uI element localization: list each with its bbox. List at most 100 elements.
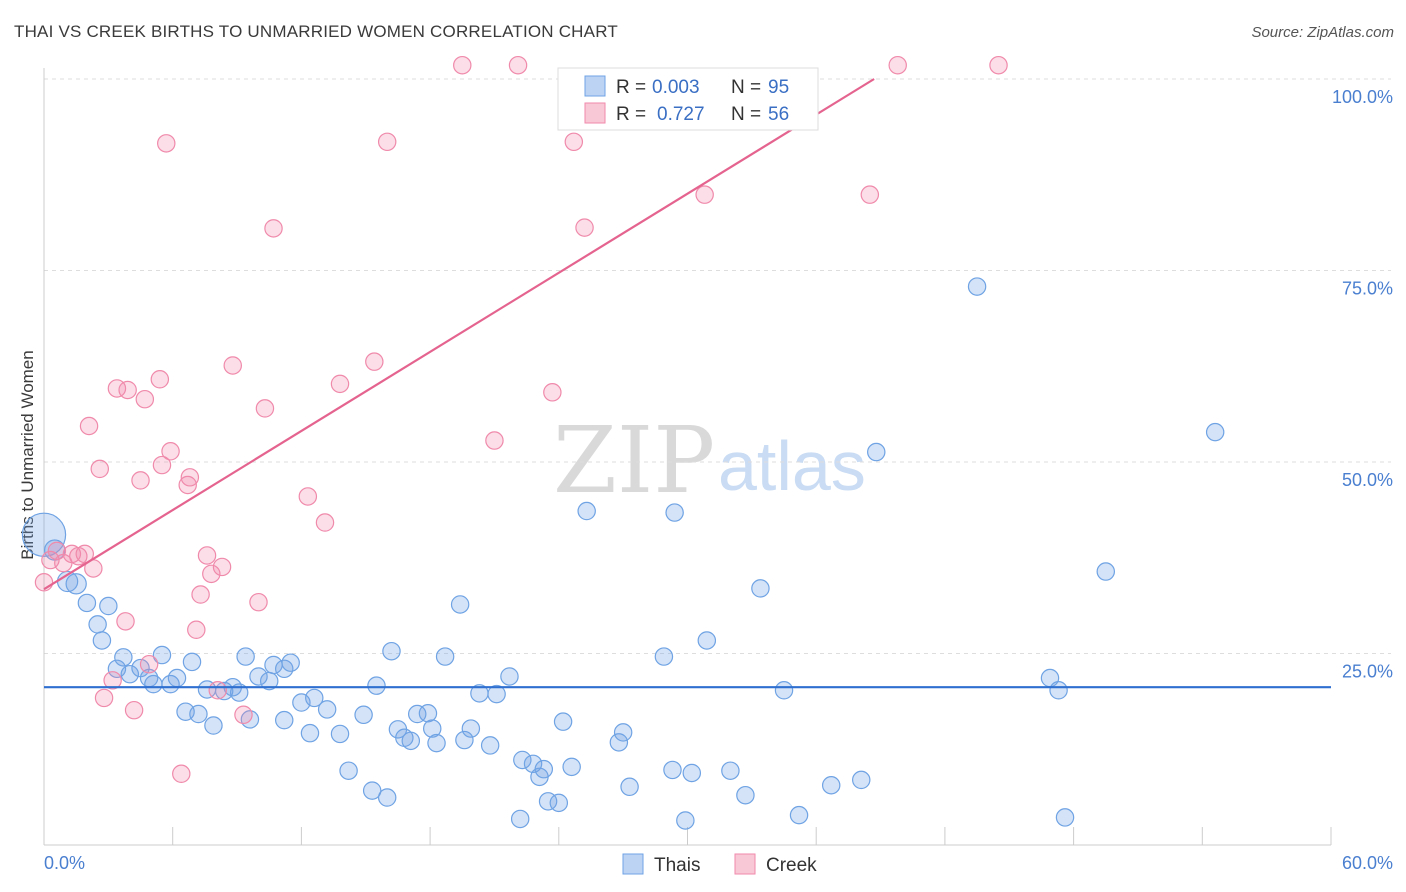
- creek-point: [208, 681, 227, 700]
- trend-lines: [43, 78, 1331, 689]
- bottom-legend-label-thais: Thais: [654, 855, 700, 876]
- thais-point: [553, 712, 573, 731]
- thais-point: [249, 667, 268, 686]
- legend-r-value-creek: 0.727: [657, 104, 705, 125]
- thais-point: [736, 785, 755, 805]
- gridlines: [44, 78, 1391, 654]
- thais-point: [455, 730, 474, 750]
- creek-point: [234, 705, 253, 725]
- creek-point: [118, 380, 137, 400]
- creek-point: [79, 416, 99, 436]
- thais-point: [663, 760, 682, 780]
- thais-point: [427, 733, 446, 753]
- thais-point: [1096, 562, 1116, 581]
- legend-r-label-creek: R =: [616, 104, 646, 125]
- legend-swatch-thais: [584, 75, 606, 97]
- creek-point: [989, 55, 1008, 75]
- creek-point: [453, 55, 472, 75]
- creek-point: [94, 688, 114, 708]
- thais-point: [967, 277, 987, 296]
- creek-point: [172, 764, 191, 784]
- thais-point: [423, 719, 442, 738]
- thais-point: [774, 681, 794, 700]
- creek-point: [315, 513, 335, 532]
- creek-point: [330, 374, 350, 394]
- thais-point: [654, 647, 674, 666]
- creek-point: [180, 468, 200, 487]
- creek-point: [860, 185, 880, 204]
- creek-point: [191, 585, 210, 604]
- thais-point: [362, 781, 382, 800]
- thais-point: [480, 736, 500, 755]
- creek-point: [264, 219, 283, 238]
- thais-point: [751, 579, 770, 598]
- thais-point: [1049, 681, 1068, 700]
- legend-n-label-thais: N =: [731, 77, 761, 98]
- thais-point: [500, 667, 519, 686]
- series-thais: [21, 277, 1225, 830]
- thais-point: [665, 503, 684, 522]
- thais-point: [167, 668, 187, 688]
- y-axis-title: Births to Unmarried Women: [18, 350, 37, 559]
- thais-point: [577, 501, 596, 521]
- thais-point: [852, 770, 871, 790]
- thais-point: [65, 573, 87, 595]
- creek-point: [223, 356, 242, 375]
- y-tick-label: 25.0%: [1342, 662, 1393, 682]
- creek-point: [150, 370, 170, 389]
- thais-point: [1205, 422, 1225, 442]
- chart-title: THAI VS CREEK BIRTHS TO UNMARRIED WOMEN …: [14, 22, 618, 41]
- thais-point: [300, 723, 320, 743]
- creek-point: [152, 455, 172, 475]
- thais-point: [330, 724, 350, 744]
- bottom-legend-swatch-creek: [734, 853, 756, 875]
- thais-point: [99, 596, 118, 616]
- series-creek: [34, 55, 1008, 784]
- thais-point: [721, 761, 740, 780]
- creek-point: [139, 654, 159, 674]
- creek-trend-line: [43, 78, 875, 591]
- thais-point: [120, 664, 140, 684]
- thais-point: [281, 653, 300, 672]
- series-legend: Thais Creek: [622, 853, 817, 876]
- y-tick-label: 50.0%: [1342, 470, 1393, 490]
- creek-point: [249, 592, 268, 612]
- thais-point: [189, 704, 208, 724]
- legend-n-value-thais: 95: [768, 77, 789, 98]
- thais-point: [613, 723, 633, 742]
- thais-point: [182, 652, 202, 672]
- creek-point: [575, 218, 594, 237]
- creek-point: [157, 134, 176, 153]
- bottom-legend-label-creek: Creek: [766, 855, 817, 876]
- legend-n-label-creek: N =: [731, 104, 761, 125]
- legend-n-value-creek: 56: [768, 104, 789, 125]
- x-tick-label-max: 60.0%: [1342, 853, 1393, 873]
- creek-point: [135, 389, 155, 409]
- creek-point: [365, 352, 384, 371]
- thais-point: [382, 641, 401, 661]
- creek-point: [178, 475, 197, 495]
- thais-point: [114, 648, 133, 667]
- thais-point: [510, 809, 530, 829]
- thais-point: [682, 763, 702, 783]
- thais-point: [377, 788, 397, 807]
- thais-point: [204, 716, 223, 735]
- thais-point: [609, 733, 629, 752]
- creek-point: [197, 546, 217, 565]
- thais-point: [697, 631, 717, 650]
- creek-point: [131, 471, 150, 490]
- legend-r-label-thais: R =: [616, 77, 646, 98]
- creek-point: [202, 564, 221, 584]
- thais-point: [152, 645, 172, 665]
- creek-point: [187, 620, 206, 639]
- creek-point: [485, 431, 504, 450]
- source-label: Source: ZipAtlas.com: [1251, 24, 1394, 41]
- creek-point: [116, 612, 135, 631]
- x-ticks: [43, 827, 1332, 845]
- thais-point: [620, 777, 639, 797]
- creek-point: [255, 399, 275, 418]
- legend-swatch-creek: [584, 102, 606, 124]
- thais-point: [676, 811, 695, 830]
- thais-point: [401, 731, 421, 751]
